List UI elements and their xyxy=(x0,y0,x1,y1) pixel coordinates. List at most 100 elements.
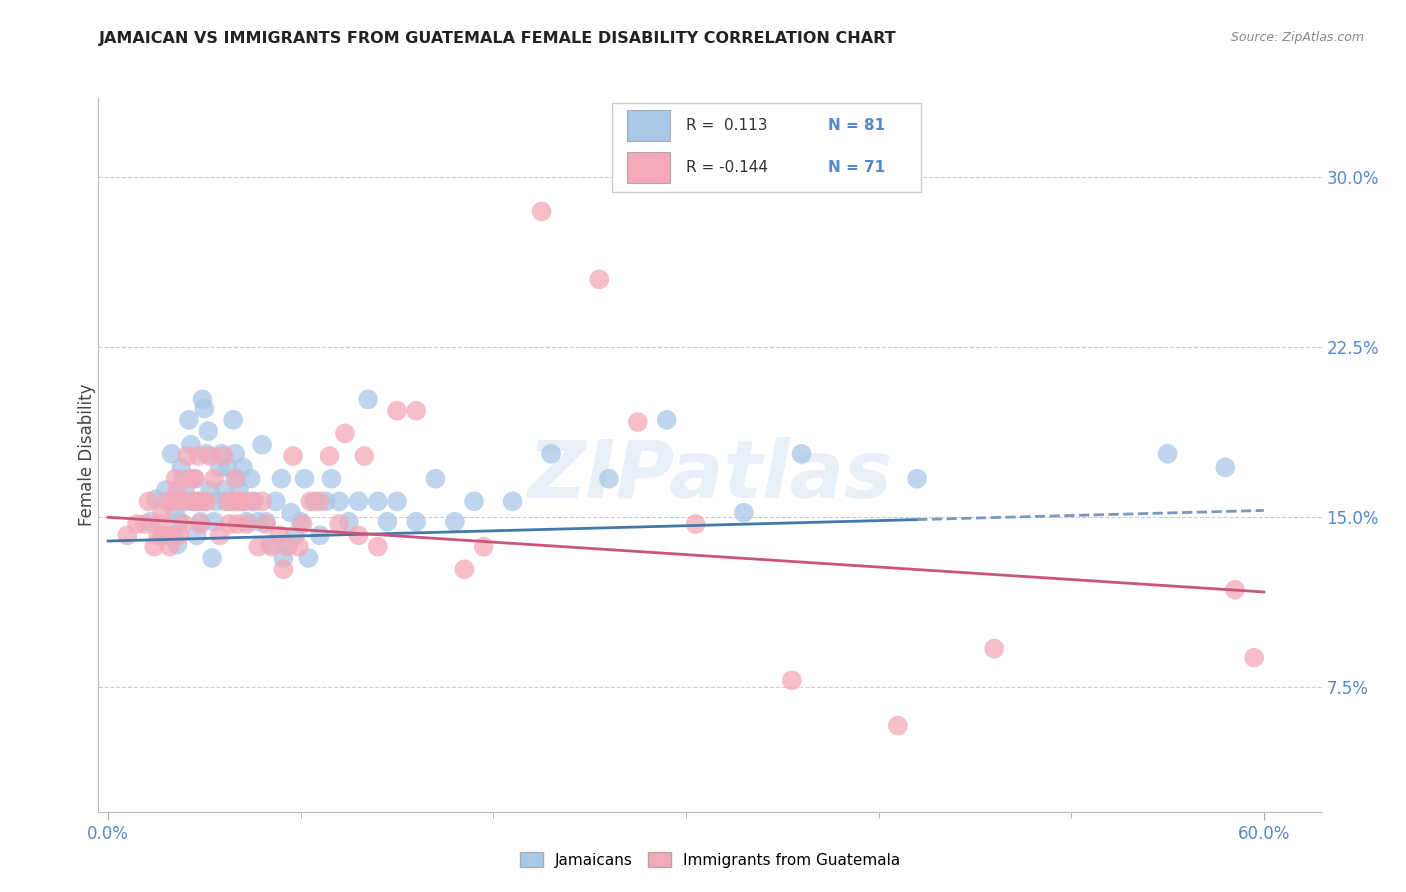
Point xyxy=(156,494,179,508)
Point xyxy=(198,449,221,463)
Point xyxy=(294,472,316,486)
Point xyxy=(195,447,218,461)
Point xyxy=(198,483,221,497)
Point xyxy=(224,472,246,486)
Point xyxy=(385,494,408,508)
Point xyxy=(385,403,408,417)
Point xyxy=(357,392,380,407)
Point xyxy=(143,540,166,554)
Point xyxy=(291,516,314,531)
Point xyxy=(243,494,266,508)
Point xyxy=(315,494,337,508)
Point xyxy=(228,494,250,508)
Point xyxy=(983,641,1005,656)
Point xyxy=(150,506,173,520)
Point xyxy=(254,516,277,531)
Point xyxy=(176,494,198,508)
Point xyxy=(186,528,208,542)
Point xyxy=(138,494,160,508)
Point xyxy=(264,494,287,508)
Point xyxy=(443,515,465,529)
Point xyxy=(318,449,340,463)
Point xyxy=(177,413,200,427)
Point xyxy=(212,449,235,463)
Point xyxy=(328,494,350,508)
Point xyxy=(166,483,188,497)
Point xyxy=(290,515,312,529)
Point xyxy=(162,494,184,508)
Point xyxy=(790,447,813,461)
Point xyxy=(309,528,332,542)
Point xyxy=(208,460,231,475)
Point xyxy=(281,449,304,463)
Point xyxy=(139,515,162,529)
Point xyxy=(159,494,181,508)
Point xyxy=(905,472,928,486)
Point xyxy=(270,472,292,486)
Point xyxy=(211,447,233,461)
Point xyxy=(287,540,309,554)
Point xyxy=(145,492,167,507)
Point xyxy=(190,515,212,529)
Point xyxy=(232,494,254,508)
Text: JAMAICAN VS IMMIGRANTS FROM GUATEMALA FEMALE DISABILITY CORRELATION CHART: JAMAICAN VS IMMIGRANTS FROM GUATEMALA FE… xyxy=(98,31,896,46)
Legend: Jamaicans, Immigrants from Guatemala: Jamaicans, Immigrants from Guatemala xyxy=(512,844,908,875)
Point xyxy=(176,449,198,463)
Point xyxy=(627,415,650,429)
Point xyxy=(150,528,173,542)
Point xyxy=(212,483,235,497)
Text: ZIPatlas: ZIPatlas xyxy=(527,437,893,516)
Point xyxy=(180,472,202,486)
Point xyxy=(347,528,370,542)
Point xyxy=(134,516,156,531)
Point xyxy=(887,718,910,732)
Point xyxy=(273,551,295,566)
Point xyxy=(205,494,228,508)
Point xyxy=(172,516,194,531)
Point xyxy=(655,413,678,427)
Point xyxy=(1156,447,1178,461)
Point xyxy=(181,494,204,508)
Point xyxy=(222,494,245,508)
Point xyxy=(1243,650,1265,665)
Point xyxy=(250,494,273,508)
Point xyxy=(187,449,209,463)
Point xyxy=(276,540,298,554)
Point xyxy=(269,528,291,542)
FancyBboxPatch shape xyxy=(627,152,671,183)
Point xyxy=(1223,582,1246,597)
Point xyxy=(202,472,225,486)
Point xyxy=(170,494,193,508)
Point xyxy=(146,528,169,542)
FancyBboxPatch shape xyxy=(627,110,671,141)
Point xyxy=(405,403,427,417)
Point xyxy=(197,424,219,438)
FancyBboxPatch shape xyxy=(612,103,921,192)
Text: N = 71: N = 71 xyxy=(828,160,886,175)
Point xyxy=(254,515,277,529)
Point xyxy=(166,537,188,551)
Point xyxy=(208,528,231,542)
Point xyxy=(309,494,332,508)
Point xyxy=(180,438,202,452)
Point xyxy=(259,537,281,551)
Point xyxy=(273,562,295,576)
Point xyxy=(425,472,447,486)
Point xyxy=(149,516,172,531)
Point xyxy=(224,447,246,461)
Point xyxy=(193,401,215,416)
Point xyxy=(347,494,370,508)
Point xyxy=(159,540,181,554)
Point xyxy=(184,472,207,486)
Point xyxy=(502,494,524,508)
Point xyxy=(235,515,257,529)
Point xyxy=(170,460,193,475)
Point xyxy=(250,438,273,452)
Point xyxy=(540,447,562,461)
Text: N = 81: N = 81 xyxy=(828,118,886,133)
Point xyxy=(472,540,495,554)
Point xyxy=(733,506,755,520)
Point xyxy=(328,516,350,531)
Y-axis label: Female Disability: Female Disability xyxy=(79,384,96,526)
Point xyxy=(160,528,183,542)
